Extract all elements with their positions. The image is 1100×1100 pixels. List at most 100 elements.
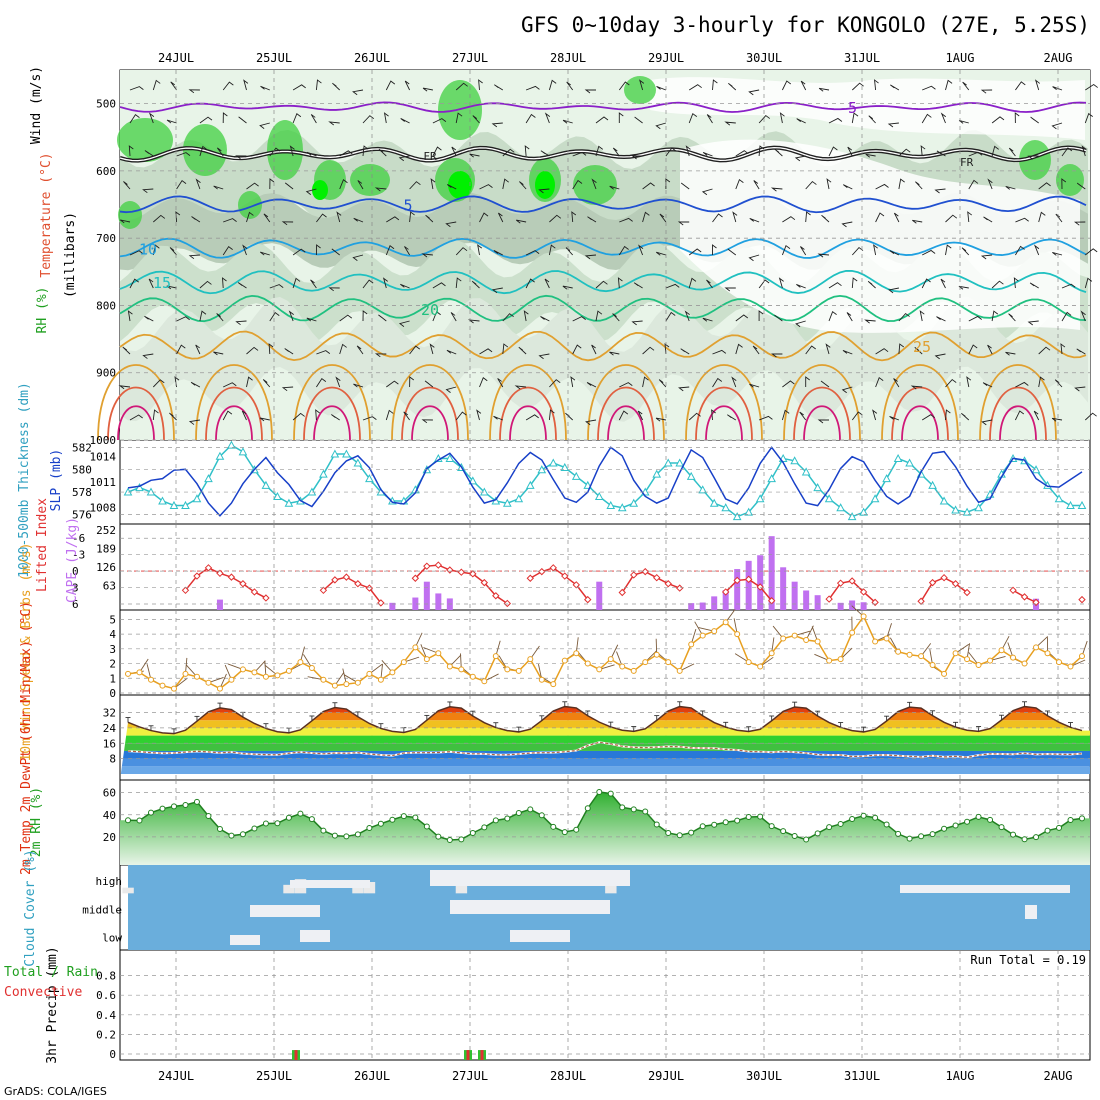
rh-2m-point (285, 814, 292, 821)
wind-barb (153, 214, 166, 223)
rh-2m-point (423, 823, 430, 830)
rh-2m-point (1067, 816, 1074, 823)
y-tick-label: 1008 (90, 501, 117, 514)
rh-2m-point (619, 804, 626, 811)
temp-contour-label: 25 (913, 338, 931, 356)
wind-barb (841, 221, 853, 228)
cloud-cell (122, 887, 134, 894)
wind-barb (1055, 213, 1063, 223)
thickness-point (870, 494, 880, 503)
wind-speed-point (791, 632, 798, 639)
thickness-point (629, 498, 639, 507)
wind-barb (362, 310, 368, 322)
wind-barb (991, 280, 1004, 289)
wind-barb (805, 211, 811, 223)
temp-color-band (120, 766, 1090, 774)
wind-barb (893, 378, 900, 388)
thickness-point (732, 512, 742, 521)
wind-barb (945, 79, 953, 91)
wind-barb (222, 245, 233, 256)
thickness-point (227, 440, 236, 449)
y-tick-label: 0.8 (96, 970, 116, 983)
lifted-index-point (836, 579, 845, 587)
date-label-top: 25JUL (256, 51, 292, 65)
wind-barb (216, 147, 224, 157)
wind-barb (889, 415, 900, 421)
wind-barb (724, 121, 736, 126)
wind-barb (122, 346, 131, 355)
wind-barb (491, 287, 503, 294)
wind-barb (642, 182, 655, 190)
cape-bar (734, 569, 741, 610)
lifted-index-point (641, 567, 649, 576)
wind-barb (712, 213, 723, 223)
wind-barb (400, 118, 410, 124)
wind-barb (1015, 81, 1026, 91)
y-tick-label: 189 (96, 543, 116, 556)
wind-speed-point (975, 662, 982, 669)
wind-barb (851, 82, 864, 91)
wind-barb (618, 81, 630, 91)
wind-barb (409, 181, 421, 190)
cape-bar (745, 560, 752, 610)
wind-barb (518, 346, 527, 355)
wind-speed-point (964, 656, 971, 663)
date-label-bottom: 28JUL (550, 1069, 586, 1083)
lifted-index-point (492, 592, 500, 600)
wind-speed-point (941, 670, 948, 677)
thickness-point (744, 507, 754, 516)
temp-contour-surface-loop (391, 364, 469, 441)
wind-barb (544, 112, 551, 124)
wind-barb (269, 284, 284, 289)
wind-barb (152, 79, 161, 91)
wind-barb (152, 409, 159, 421)
wind-barb (281, 386, 294, 392)
thickness-point (663, 458, 673, 467)
rh-2m-point (527, 806, 534, 813)
cape-bar (423, 581, 430, 610)
rh-2m-point (492, 817, 499, 824)
temp-contour-surface-loop (793, 386, 851, 441)
wind-barb (873, 244, 878, 256)
wind-barb (966, 376, 972, 388)
y-tick-label: 576 (72, 508, 92, 521)
wind-barb (472, 115, 480, 124)
wind-barb (269, 147, 281, 157)
y-tick-label: 900 (96, 367, 116, 380)
wind-barb (144, 315, 154, 322)
wind-barb (223, 218, 237, 223)
lifted-index-point (825, 595, 833, 603)
wind-barb (842, 349, 853, 355)
wind-speed-point (515, 667, 522, 674)
thickness-point (928, 480, 937, 489)
temp-contour-surface-loop (303, 386, 361, 441)
temp-contour-line (119, 195, 1087, 214)
lifted-index-point (664, 580, 672, 588)
wind-barb (386, 216, 400, 223)
wind-barb (269, 311, 280, 322)
temp-color-band (120, 743, 1090, 751)
wind-speed-point (469, 673, 476, 680)
wind-barb (292, 277, 301, 289)
wind-barb (774, 314, 783, 322)
rh-2m-point (274, 820, 281, 827)
wind-speed-point (734, 631, 741, 638)
wind-speed-point (412, 644, 419, 651)
rh-2m-point (757, 813, 764, 820)
wind-barb (289, 145, 295, 157)
wind-barb (288, 310, 294, 322)
wind-barb (678, 386, 690, 392)
rh-2m-point (1021, 836, 1028, 843)
wind-barb (152, 379, 165, 388)
thickness-point (847, 512, 857, 521)
wind-barb (152, 244, 160, 256)
rh-2m-point (952, 822, 959, 829)
temp-contour-surface-loop (685, 364, 763, 441)
wind-barb (362, 115, 375, 124)
wind-barb (310, 279, 317, 289)
wind-barb (898, 178, 905, 190)
lifted-index-point (250, 588, 259, 596)
wind-barb (409, 211, 415, 223)
wind-speed-point (527, 656, 534, 663)
wind-barb (945, 214, 958, 223)
